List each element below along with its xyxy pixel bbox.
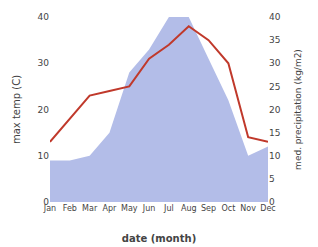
svg-text:30: 30 (269, 58, 281, 68)
svg-text:Dec: Dec (260, 204, 275, 213)
svg-text:Mar: Mar (82, 204, 98, 213)
svg-text:0: 0 (43, 197, 49, 207)
svg-text:0: 0 (269, 197, 275, 207)
svg-text:10: 10 (269, 151, 281, 161)
svg-text:35: 35 (269, 35, 280, 45)
svg-text:max temp (C): max temp (C) (11, 75, 22, 144)
svg-text:40: 40 (38, 12, 50, 22)
svg-text:Nov: Nov (240, 204, 256, 213)
svg-text:Jan: Jan (43, 204, 56, 213)
svg-text:20: 20 (269, 105, 281, 115)
svg-text:date (month): date (month) (122, 233, 196, 244)
svg-text:Jul: Jul (163, 204, 174, 213)
svg-text:20: 20 (38, 105, 50, 115)
svg-text:Jun: Jun (142, 204, 156, 213)
svg-text:Oct: Oct (221, 204, 235, 213)
svg-text:Feb: Feb (63, 204, 77, 213)
svg-text:15: 15 (269, 128, 280, 138)
svg-text:10: 10 (38, 151, 50, 161)
svg-text:5: 5 (269, 174, 275, 184)
svg-text:Sep: Sep (201, 204, 216, 213)
svg-text:Apr: Apr (103, 204, 118, 213)
svg-text:40: 40 (269, 12, 281, 22)
svg-text:med. precipitation (kg/m2): med. precipitation (kg/m2) (293, 49, 303, 170)
svg-text:25: 25 (269, 82, 280, 92)
svg-text:30: 30 (38, 58, 50, 68)
svg-text:Aug: Aug (181, 204, 197, 213)
svg-text:May: May (121, 204, 138, 213)
